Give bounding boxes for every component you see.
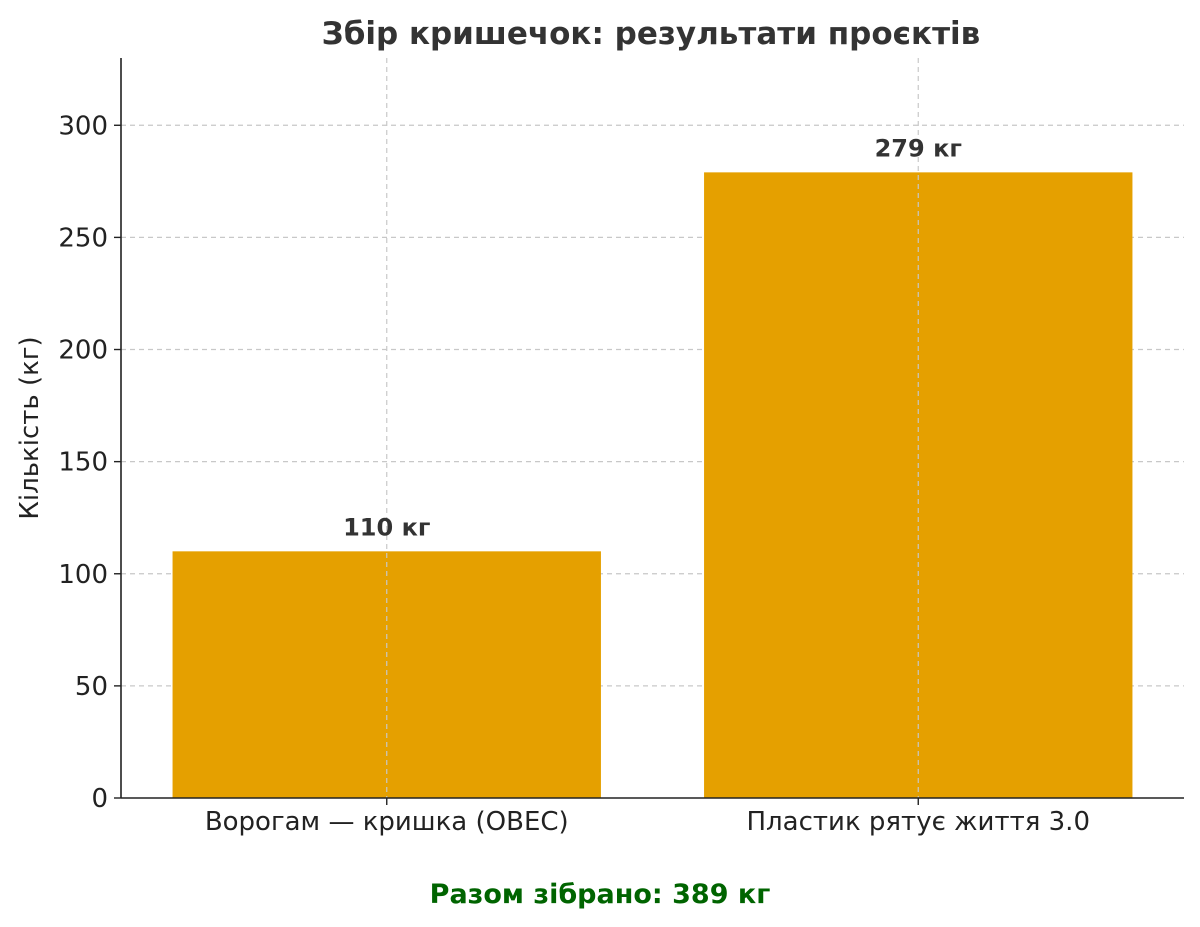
chart-title: Збір кришечок: результати проєктів (322, 16, 981, 52)
total-collected-text: Разом зібрано: 389 кг (430, 879, 771, 910)
x-tick-label: Ворогам — кришка (OBEC) (205, 807, 569, 837)
y-tick-label: 200 (58, 336, 108, 366)
x-tick-label: Пластик рятує життя 3.0 (747, 807, 1090, 837)
y-tick-label: 150 (58, 448, 108, 478)
x-axis-ticks: Ворогам — кришка (OBEC) Пластик рятує жит… (205, 798, 1090, 837)
y-tick-label: 100 (58, 560, 108, 590)
bar-value-label: 110 кг (343, 513, 430, 541)
y-axis-ticks: 0 50 100 150 200 250 300 (58, 111, 121, 814)
bars (172, 172, 1133, 798)
y-tick-label: 300 (58, 111, 108, 141)
y-tick-label: 250 (58, 223, 108, 253)
bar-value-labels: 110 кг 279 кг (343, 134, 962, 541)
y-axis-label: Кількість (кг) (15, 336, 45, 519)
y-tick-label: 50 (75, 672, 108, 702)
bar-value-label: 279 кг (875, 134, 962, 162)
y-tick-label: 0 (91, 784, 108, 814)
